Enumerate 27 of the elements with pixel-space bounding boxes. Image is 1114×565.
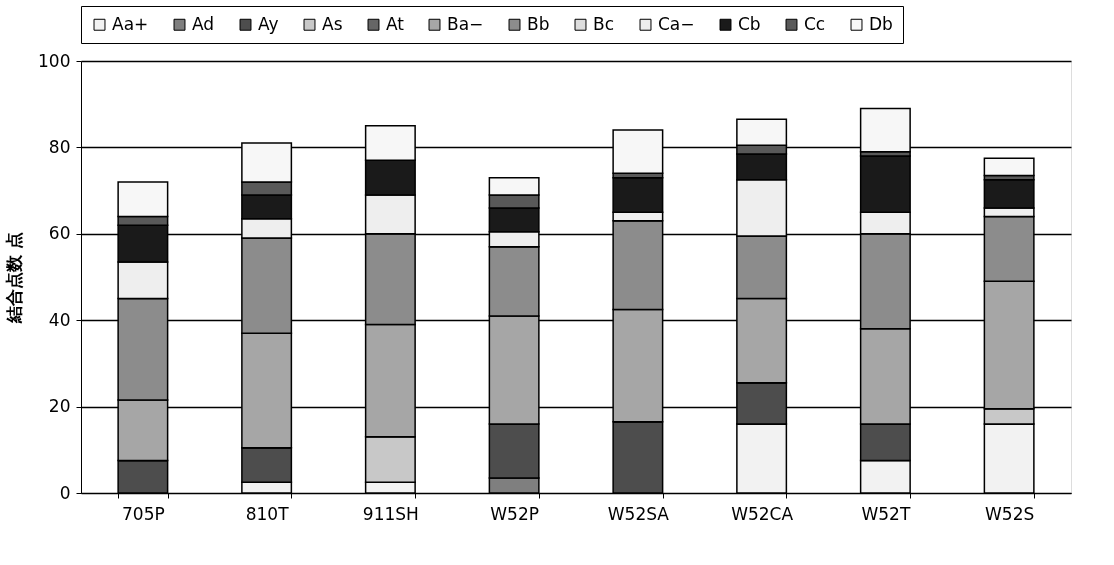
- x-tick-label: 810T: [245, 503, 290, 524]
- x-tick-label: W52T: [861, 503, 911, 524]
- x-tick-label: W52SA: [607, 503, 670, 524]
- legend-label: Cc: [804, 13, 826, 34]
- legend-label: Ad: [192, 13, 215, 34]
- y-axis-title: 結合点数 点: [4, 232, 25, 324]
- x-tick-label: W52S: [985, 503, 1035, 524]
- legend-label: Ca−: [658, 13, 695, 34]
- legend-label: Bc: [593, 13, 615, 34]
- legend-label: Cb: [738, 13, 761, 34]
- x-tick-label: W52CA: [731, 503, 794, 524]
- legend-label: At: [386, 13, 405, 34]
- y-tick-label: 80: [48, 136, 71, 157]
- y-tick-label: 60: [48, 223, 71, 244]
- legend-label: Ay: [258, 13, 279, 34]
- legend-label: Aa+: [112, 13, 149, 34]
- legend-label: Db: [869, 13, 893, 34]
- x-tick-label: W52P: [490, 503, 539, 524]
- y-tick-label: 20: [48, 396, 71, 417]
- x-tick-label: 911SH: [362, 503, 419, 524]
- y-tick-label: 0: [59, 482, 71, 503]
- x-tick-label: 705P: [122, 503, 165, 524]
- legend-label: Ba−: [447, 13, 484, 34]
- legend-label: As: [322, 13, 343, 34]
- y-tick-label: 100: [38, 50, 71, 71]
- legend-label: Bb: [527, 13, 550, 34]
- y-tick-label: 40: [48, 309, 71, 330]
